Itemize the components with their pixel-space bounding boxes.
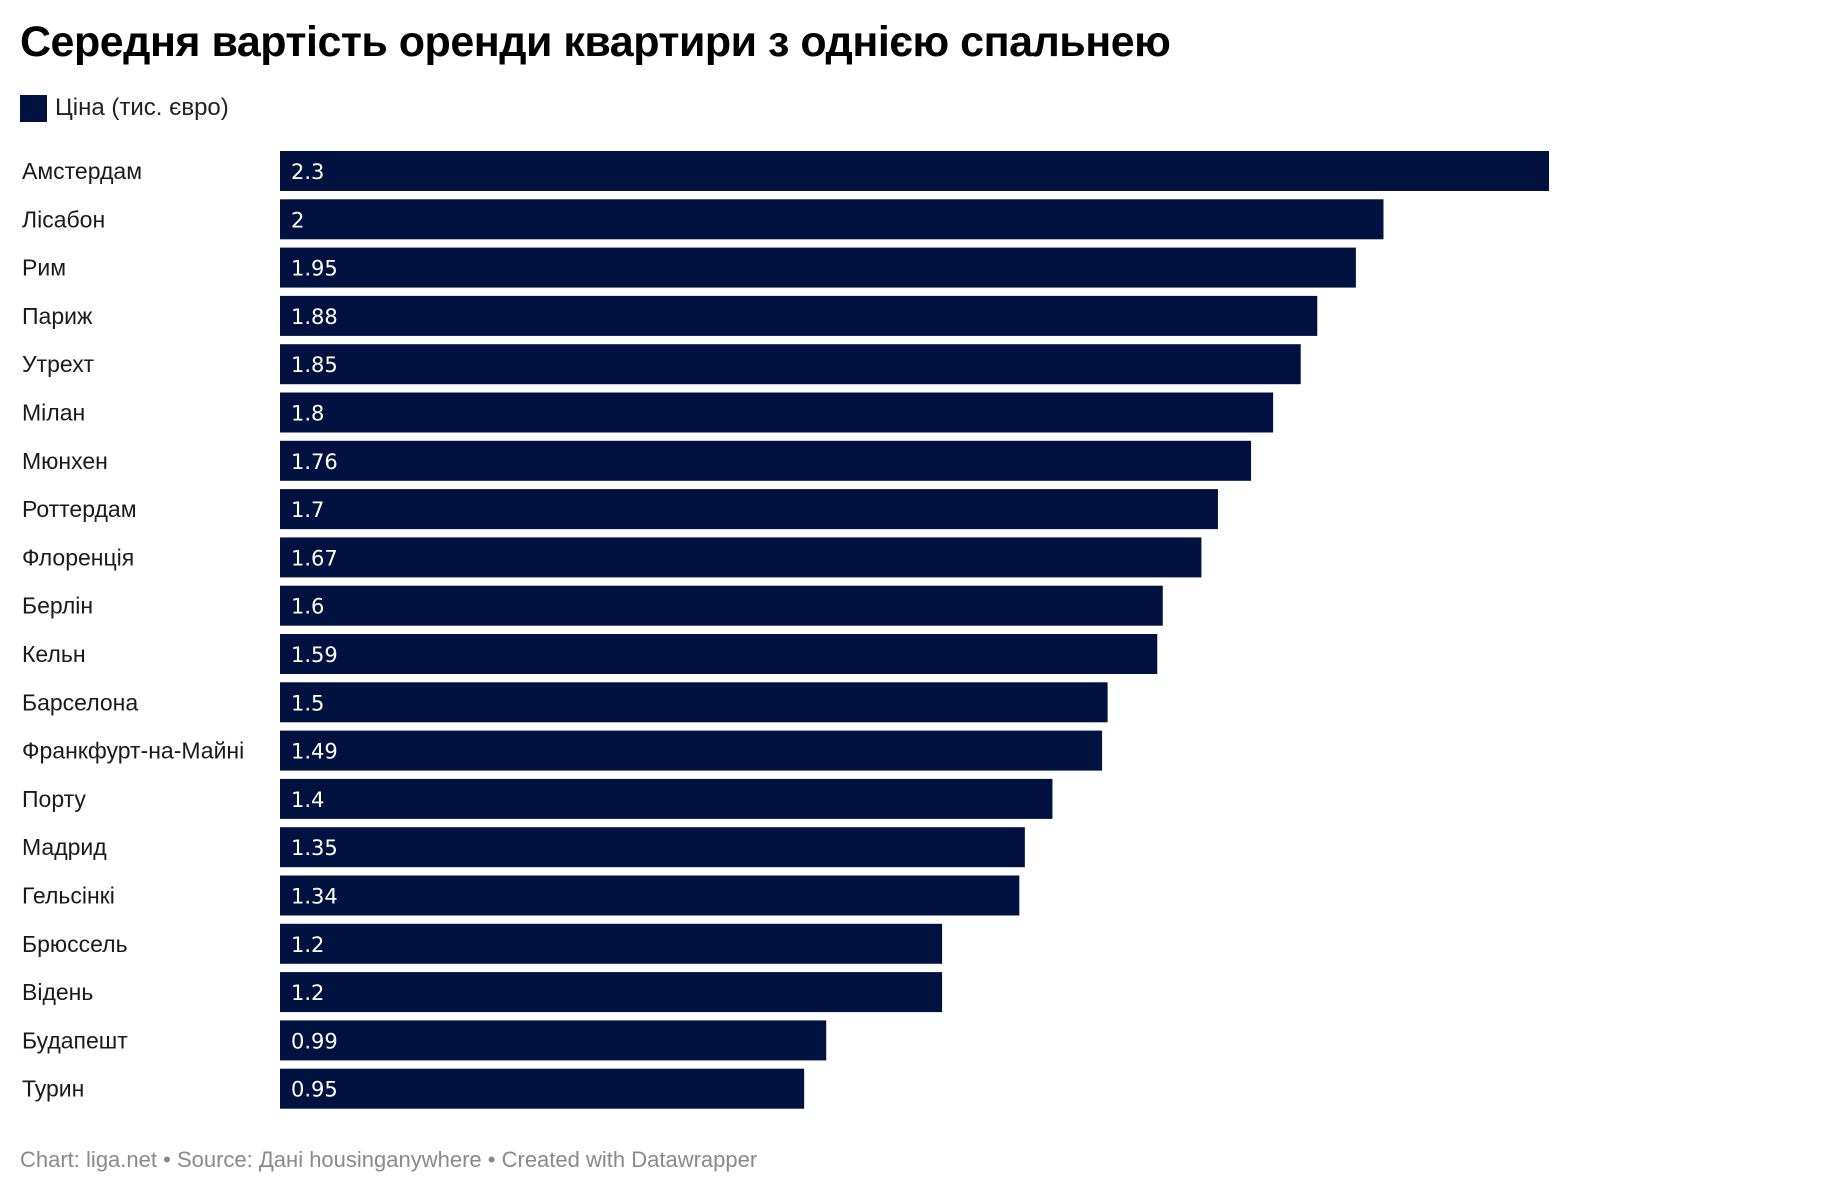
bar [280, 247, 1356, 288]
category-label: Утрехт [22, 351, 94, 377]
bar-value-label: 1.85 [291, 353, 338, 377]
bar-value-label: 0.99 [291, 1029, 338, 1053]
category-label: Турин [22, 1076, 84, 1102]
bar-value-label: 1.8 [291, 402, 324, 426]
footer-separator: • [487, 1147, 496, 1172]
bar [280, 972, 943, 1013]
bar [280, 392, 1274, 433]
category-label: Порту [22, 786, 86, 812]
bar-chart: Амстердам 2.3 Лісабон 2 Рим 1.95 Париж 1.88 Утре… [22, 151, 1549, 1109]
bar-value-label: 0.95 [291, 1078, 338, 1102]
bar [280, 1068, 805, 1109]
category-label: Мадрид [22, 834, 107, 860]
bar-value-label: 1.95 [291, 257, 338, 281]
legend-swatch [20, 94, 47, 122]
category-label: Кельн [22, 641, 86, 667]
bar-value-label: 2 [291, 208, 304, 232]
category-label: Барселона [22, 689, 138, 715]
category-label: Відень [22, 979, 93, 1005]
footer-chart-label: Chart: [20, 1147, 80, 1172]
category-label: Мюнхен [22, 448, 108, 474]
footer-source-label: Source: [176, 1147, 253, 1172]
category-label: Флоренція [22, 544, 134, 570]
footer-created-with: Created with Datawrapper [501, 1147, 758, 1172]
bar [280, 778, 1053, 819]
bar-value-label: 1.5 [291, 691, 324, 715]
bar-value-label: 1.76 [291, 450, 338, 474]
bar-value-label: 1.2 [291, 933, 324, 957]
category-label: Париж [22, 303, 93, 329]
footer-chart-value: liga.net [86, 1147, 157, 1172]
bar [280, 537, 1202, 578]
bar [280, 344, 1301, 385]
bar [280, 489, 1218, 530]
footer-source-value: Дані housinganywhere [258, 1147, 482, 1172]
footer-separator: • [163, 1147, 171, 1172]
bar-value-label: 1.67 [291, 546, 338, 570]
bar [280, 682, 1108, 723]
chart-footer: Chart: liga.net • Source: Дані housingan… [20, 1147, 757, 1173]
chart-legend: Ціна (тис. євро) [20, 94, 229, 122]
bar [280, 730, 1103, 771]
category-label: Амстердам [22, 158, 142, 184]
bar [280, 199, 1384, 240]
bar [280, 151, 1549, 191]
chart-title: Середня вартість оренди квартири з одніє… [20, 18, 1171, 66]
bar [280, 634, 1158, 674]
bar [280, 875, 1020, 916]
bar-value-label: 1.4 [291, 788, 324, 812]
bar [280, 923, 943, 964]
legend-label: Ціна (тис. євро) [55, 94, 229, 121]
category-label: Берлін [22, 593, 93, 619]
bar-value-label: 1.34 [291, 885, 338, 909]
bar [280, 827, 1025, 868]
bar-value-label: 2.3 [291, 160, 324, 184]
bar [280, 1020, 827, 1061]
bar [280, 295, 1318, 336]
bar [280, 440, 1252, 481]
bar-value-label: 1.35 [291, 836, 338, 860]
category-label: Роттердам [22, 496, 137, 522]
category-label: Брюссель [22, 931, 128, 957]
category-label: Рим [22, 255, 66, 281]
bar-value-label: 1.2 [291, 981, 324, 1005]
category-label: Лісабон [22, 206, 105, 232]
bar-value-label: 1.49 [291, 740, 338, 764]
bar [280, 585, 1163, 626]
category-label: Франкфурт-на-Майні [22, 738, 244, 764]
bar-value-label: 1.6 [291, 595, 324, 619]
category-label: Будапешт [22, 1027, 128, 1053]
category-label: Гельсінкі [22, 883, 115, 909]
category-label: Мілан [22, 400, 85, 426]
bar-value-label: 1.88 [291, 305, 338, 329]
bar-value-label: 1.59 [291, 643, 338, 667]
bar-value-label: 1.7 [291, 498, 324, 522]
